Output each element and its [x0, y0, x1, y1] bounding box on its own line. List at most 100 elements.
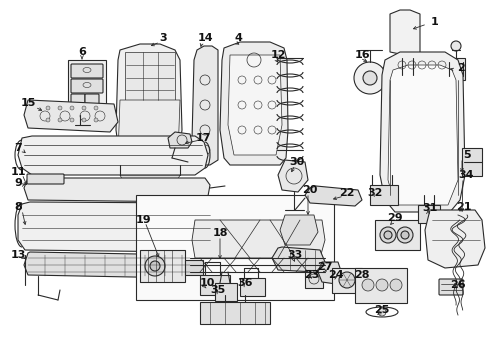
Circle shape [145, 256, 165, 276]
Polygon shape [125, 52, 175, 100]
Text: 13: 13 [10, 250, 25, 260]
Polygon shape [220, 42, 288, 165]
Text: 36: 36 [237, 278, 253, 288]
Text: 19: 19 [135, 215, 151, 225]
Circle shape [354, 62, 386, 94]
Circle shape [46, 118, 50, 122]
Circle shape [58, 106, 62, 110]
FancyBboxPatch shape [85, 94, 99, 108]
Polygon shape [120, 175, 180, 185]
Text: 21: 21 [456, 202, 472, 212]
Polygon shape [278, 160, 308, 192]
Text: 33: 33 [287, 250, 303, 260]
Circle shape [380, 227, 396, 243]
Text: 30: 30 [290, 157, 305, 167]
Text: 20: 20 [302, 185, 318, 195]
Text: 7: 7 [14, 143, 22, 153]
Polygon shape [380, 52, 465, 212]
Polygon shape [318, 262, 342, 284]
Circle shape [82, 118, 86, 122]
FancyBboxPatch shape [71, 94, 85, 108]
Bar [215, 283, 237, 301]
Text: 3: 3 [159, 33, 167, 43]
Bar [136, 195, 334, 300]
Text: 34: 34 [458, 170, 474, 180]
Polygon shape [116, 44, 182, 165]
Text: 23: 23 [304, 270, 319, 280]
Text: 4: 4 [234, 33, 242, 43]
Polygon shape [192, 220, 325, 258]
Polygon shape [305, 186, 362, 206]
Bar [418, 205, 440, 223]
Bar [68, 60, 106, 115]
FancyBboxPatch shape [71, 64, 103, 78]
Text: 28: 28 [354, 270, 370, 280]
Bar [370, 185, 398, 205]
Circle shape [452, 222, 468, 238]
FancyBboxPatch shape [71, 79, 103, 93]
Circle shape [397, 227, 413, 243]
Text: 5: 5 [463, 150, 471, 160]
Text: 32: 32 [368, 188, 383, 198]
Bar [240, 278, 265, 296]
Text: 27: 27 [317, 262, 333, 272]
Circle shape [70, 106, 74, 110]
Bar [140, 250, 185, 282]
Bar [447, 58, 465, 80]
Bar [305, 270, 323, 288]
Polygon shape [18, 202, 215, 252]
Circle shape [363, 71, 377, 85]
Text: 6: 6 [78, 47, 86, 57]
Text: 31: 31 [422, 203, 438, 213]
Circle shape [58, 118, 62, 122]
Polygon shape [24, 178, 210, 202]
Text: 26: 26 [450, 280, 466, 290]
Polygon shape [192, 46, 218, 165]
Circle shape [378, 308, 386, 316]
Bar [375, 220, 420, 250]
Polygon shape [280, 215, 318, 245]
Polygon shape [168, 132, 192, 148]
Text: 15: 15 [20, 98, 36, 108]
Polygon shape [272, 247, 325, 272]
Circle shape [94, 106, 98, 110]
Text: 24: 24 [328, 270, 344, 280]
Text: 11: 11 [10, 167, 26, 177]
Text: 18: 18 [212, 228, 228, 238]
Polygon shape [228, 55, 282, 155]
Text: 14: 14 [197, 33, 213, 43]
Text: 17: 17 [195, 133, 211, 143]
FancyBboxPatch shape [27, 174, 64, 184]
Circle shape [94, 118, 98, 122]
Circle shape [384, 231, 392, 239]
Circle shape [82, 106, 86, 110]
Text: 22: 22 [339, 188, 355, 198]
Circle shape [362, 279, 374, 291]
Bar [355, 268, 407, 303]
Text: 29: 29 [387, 213, 403, 223]
Text: 9: 9 [14, 178, 22, 188]
Circle shape [454, 249, 466, 261]
Text: 35: 35 [210, 285, 225, 295]
FancyBboxPatch shape [439, 279, 463, 295]
Circle shape [150, 261, 160, 271]
Text: 2: 2 [457, 63, 465, 73]
Polygon shape [425, 210, 485, 268]
Text: 25: 25 [374, 305, 390, 315]
Bar [462, 148, 482, 176]
Polygon shape [388, 65, 458, 205]
Circle shape [46, 106, 50, 110]
Text: 1: 1 [431, 17, 439, 27]
Text: 12: 12 [270, 50, 286, 60]
Bar [185, 260, 203, 275]
Circle shape [390, 279, 402, 291]
Text: 10: 10 [199, 278, 215, 288]
Polygon shape [390, 10, 420, 58]
Bar [200, 275, 230, 295]
Bar [332, 268, 362, 293]
Polygon shape [24, 100, 118, 132]
Text: 8: 8 [14, 202, 22, 212]
Polygon shape [18, 136, 208, 175]
Circle shape [376, 279, 388, 291]
Polygon shape [24, 252, 195, 278]
